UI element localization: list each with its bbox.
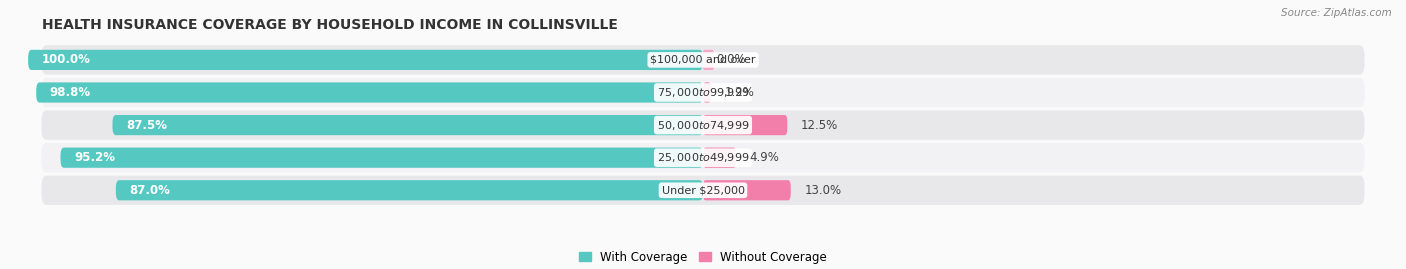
FancyBboxPatch shape (703, 180, 790, 200)
FancyBboxPatch shape (28, 50, 703, 70)
FancyBboxPatch shape (60, 148, 703, 168)
Text: 0.0%: 0.0% (717, 54, 747, 66)
Text: Source: ZipAtlas.com: Source: ZipAtlas.com (1281, 8, 1392, 18)
FancyBboxPatch shape (37, 82, 703, 102)
Text: 12.5%: 12.5% (801, 119, 838, 132)
FancyBboxPatch shape (703, 50, 714, 70)
FancyBboxPatch shape (115, 180, 703, 200)
Text: $100,000 and over: $100,000 and over (650, 55, 756, 65)
Text: $25,000 to $49,999: $25,000 to $49,999 (657, 151, 749, 164)
Text: 1.2%: 1.2% (724, 86, 755, 99)
Text: 95.2%: 95.2% (75, 151, 115, 164)
FancyBboxPatch shape (112, 115, 703, 135)
FancyBboxPatch shape (703, 82, 711, 102)
FancyBboxPatch shape (42, 45, 1364, 75)
Text: 4.9%: 4.9% (749, 151, 779, 164)
FancyBboxPatch shape (42, 110, 1364, 140)
Text: $50,000 to $74,999: $50,000 to $74,999 (657, 119, 749, 132)
Text: HEALTH INSURANCE COVERAGE BY HOUSEHOLD INCOME IN COLLINSVILLE: HEALTH INSURANCE COVERAGE BY HOUSEHOLD I… (42, 18, 617, 32)
FancyBboxPatch shape (703, 148, 737, 168)
FancyBboxPatch shape (42, 143, 1364, 172)
Legend: With Coverage, Without Coverage: With Coverage, Without Coverage (574, 246, 832, 268)
Text: 87.0%: 87.0% (129, 184, 170, 197)
Text: 100.0%: 100.0% (42, 54, 90, 66)
FancyBboxPatch shape (42, 78, 1364, 107)
Text: 13.0%: 13.0% (804, 184, 841, 197)
Text: $75,000 to $99,999: $75,000 to $99,999 (657, 86, 749, 99)
FancyBboxPatch shape (42, 176, 1364, 205)
Text: 87.5%: 87.5% (127, 119, 167, 132)
Text: 98.8%: 98.8% (49, 86, 91, 99)
Text: Under $25,000: Under $25,000 (661, 185, 745, 195)
FancyBboxPatch shape (703, 115, 787, 135)
